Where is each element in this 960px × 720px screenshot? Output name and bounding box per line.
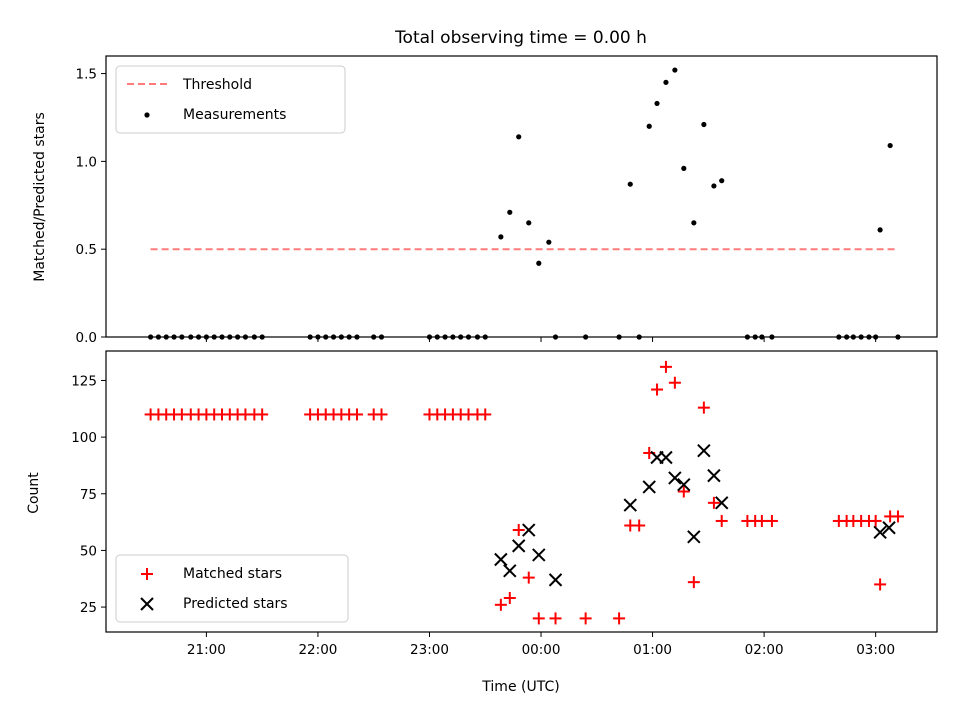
count-plot-area: 25 50 75 100 125 21:00 22:00 23:00 00:00 01:00 02:… (71, 360, 904, 658)
count-y-tick-label: 75 (80, 487, 97, 503)
ratio-axes-frame (105, 55, 938, 338)
matched-stars-point (677, 485, 690, 498)
predicted-stars-point (642, 480, 656, 494)
predicted-stars-point (522, 523, 536, 537)
matched-stars-point (755, 514, 768, 527)
measurements-point (507, 209, 513, 215)
x-tick-label: 02:00 (745, 642, 784, 658)
predicted-stars-point (668, 471, 682, 485)
matched-stars-point (869, 514, 882, 527)
measurements-point (887, 142, 893, 149)
count-legend-box (115, 554, 349, 623)
measurements-point (526, 220, 532, 226)
predicted-stars-point (677, 477, 691, 492)
measurements-point (719, 178, 725, 184)
matched-stars-point (697, 401, 710, 414)
legend-matched-label: Matched stars (183, 566, 282, 582)
x-tick-label: 00:00 (522, 642, 561, 658)
measurements-point (546, 239, 552, 245)
matched-stars-point (765, 514, 778, 527)
count-axes-frame (105, 350, 938, 633)
count-y-tick-label: 50 (80, 543, 97, 559)
measurements-point (646, 123, 652, 129)
x-tick-label: 22:00 (298, 642, 337, 658)
ratio-y-tick-label: 0.0 (76, 330, 97, 346)
matched-stars-point (874, 578, 887, 591)
measurements-point (691, 220, 697, 226)
count-legend: Matched stars Predicted stars (115, 554, 349, 623)
predicted-stars-point (532, 548, 546, 562)
predicted-stars-point (882, 521, 896, 535)
ratio-y-tick-label: 0.5 (76, 242, 97, 258)
predicted-stars-point (659, 450, 673, 465)
ratio-legend: Threshold Measurements (115, 65, 346, 134)
matched-stars-point (532, 612, 545, 625)
measurements-point (663, 79, 669, 85)
matched-stars-point (350, 408, 363, 421)
predicted-stars-point (873, 525, 887, 539)
matched-stars-point (651, 383, 664, 396)
predicted-stars-point (623, 498, 637, 512)
measurements-point (516, 134, 522, 140)
legend-predicted-label: Predicted stars (183, 596, 288, 612)
measurements-point (654, 100, 660, 107)
matched-stars-point (659, 360, 672, 373)
matched-stars-point (256, 408, 269, 421)
count-y-tick-label: 100 (71, 430, 97, 446)
measurements-point (711, 183, 717, 189)
legend-matched-swatch (141, 568, 153, 580)
ratio-panel: Total observing time = 0.00 h Matched/Pr… (32, 28, 938, 346)
predicted-stars-point (548, 573, 563, 587)
predicted-stars-point (503, 564, 517, 578)
legend-measurements-swatch (144, 112, 150, 118)
matched-stars-point (494, 598, 507, 611)
matched-stars-point (687, 576, 700, 589)
predicted-stars-point (687, 530, 701, 544)
count-y-axis-label: Count (26, 472, 42, 514)
measurements-point (681, 165, 687, 171)
matched-stars-point (375, 408, 388, 421)
count-y-tick-label: 25 (80, 600, 97, 616)
matched-stars-point (579, 612, 592, 625)
matched-stars-point (549, 612, 562, 625)
chart-title: Total observing time = 0.00 h (394, 28, 647, 48)
matched-stars-point (479, 408, 492, 421)
matched-stars-point (715, 514, 728, 527)
matched-stars-point (613, 612, 626, 625)
matched-stars-point (633, 519, 646, 532)
x-tick-label: 03:00 (856, 642, 895, 658)
ratio-y-tick-label: 1.0 (76, 154, 97, 170)
matched-stars-point (707, 496, 720, 509)
predicted-stars-point (494, 552, 508, 567)
measurements-point (627, 181, 633, 187)
ratio-y-tick-label: 1.5 (76, 67, 97, 83)
measurements-point (498, 234, 504, 240)
predicted-stars-point (697, 444, 711, 458)
measurements-point (536, 260, 542, 266)
measurements-point (672, 67, 678, 73)
measurements-point (701, 121, 707, 128)
count-y-tick-label: 125 (71, 373, 97, 389)
predicted-stars-point (707, 468, 721, 483)
legend-measurements-label: Measurements (183, 107, 286, 123)
matched-stars-point (503, 592, 516, 605)
legend-predicted-swatch (140, 597, 154, 611)
legend-threshold-label: Threshold (182, 77, 252, 93)
x-tick-label: 21:00 (187, 642, 226, 658)
matched-stars-point (512, 524, 525, 537)
matched-stars-point (668, 376, 681, 389)
ratio-y-axis-label: Matched/Predicted stars (32, 112, 48, 282)
predicted-stars-point (715, 496, 729, 510)
ratio-legend-box (115, 65, 346, 134)
measurements-point (877, 227, 883, 233)
x-tick-label: 01:00 (633, 642, 672, 658)
matched-stars-point (522, 571, 535, 584)
x-axis-label: Time (UTC) (481, 679, 559, 695)
matched-stars-point (891, 510, 904, 523)
predicted-stars-point (512, 539, 526, 553)
x-tick-label: 23:00 (410, 642, 449, 658)
